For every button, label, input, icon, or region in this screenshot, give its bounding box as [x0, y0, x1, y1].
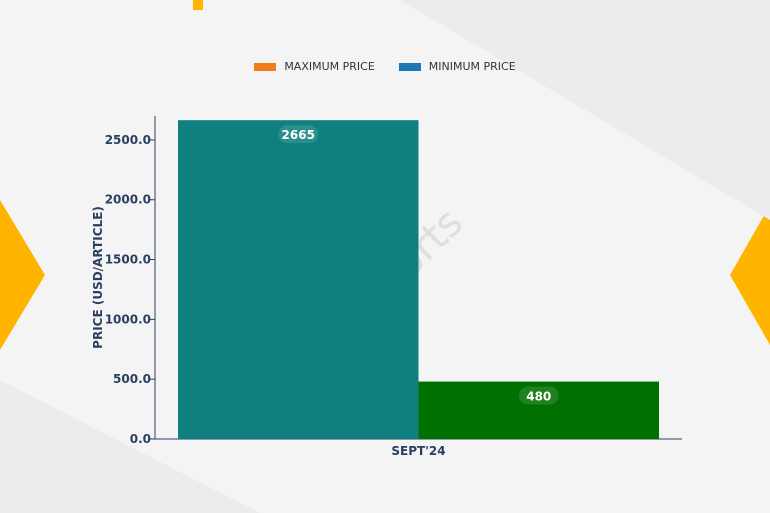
legend-label-maximum: MAXIMUM PRICE	[284, 60, 375, 73]
legend-label-minimum: MINIMUM PRICE	[428, 60, 516, 73]
y-tick-label: 2500.0	[105, 133, 151, 147]
bar-minimum	[418, 381, 659, 439]
right-accent-shape	[730, 205, 770, 345]
bar-maximum	[178, 120, 419, 439]
y-tick-label: 0.0	[130, 432, 151, 446]
y-tick-label: 2000.0	[105, 193, 151, 207]
data-label-background	[278, 125, 319, 144]
legend-swatch-maximum	[254, 62, 277, 71]
data-label-background	[518, 386, 559, 405]
y-tick-label: 500.0	[113, 372, 151, 386]
chart-legend: MAXIMUM PRICE MINIMUM PRICE	[0, 60, 770, 73]
y-tick-label: 1000.0	[105, 312, 151, 326]
data-label: 480	[526, 390, 551, 404]
y-tick-label: 1500.0	[105, 253, 151, 267]
x-tick-label: SEPT'24	[391, 444, 445, 458]
top-accent-shape	[193, 0, 203, 10]
y-axis-title: PRICE (USD/ARTICLE)	[91, 206, 105, 349]
legend-item-minimum: MINIMUM PRICE	[398, 60, 516, 73]
left-accent-shape	[0, 200, 45, 350]
data-label: 2665	[282, 128, 315, 142]
legend-item-maximum: MAXIMUM PRICE	[254, 60, 375, 73]
legend-swatch-minimum	[398, 62, 421, 71]
